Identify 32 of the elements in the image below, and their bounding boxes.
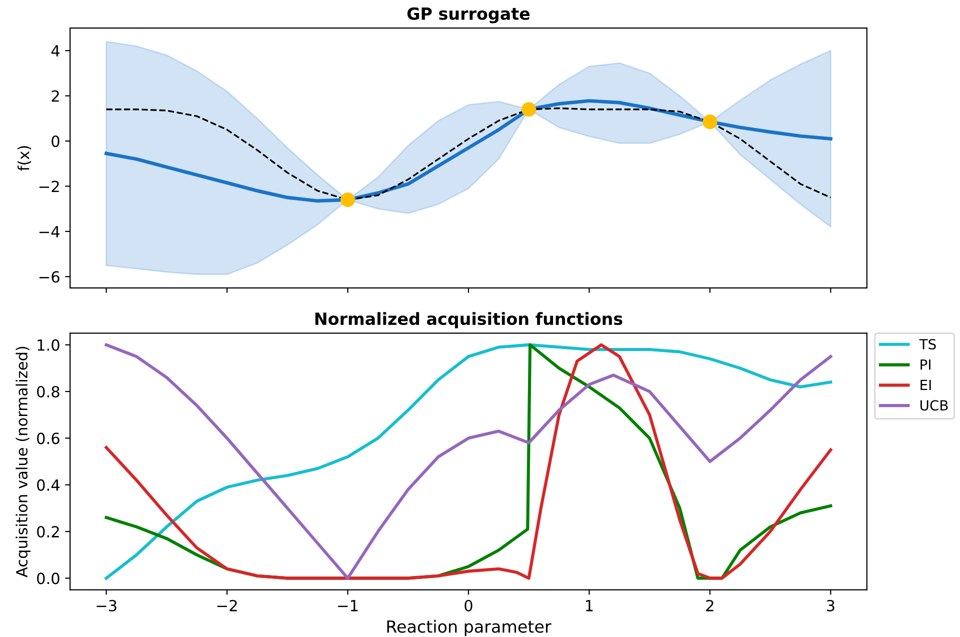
point xyxy=(340,192,356,208)
x-axis-title: Reaction parameter xyxy=(387,620,552,636)
x-tick-label: 1 xyxy=(586,600,593,612)
y-tick-label: −2 xyxy=(39,180,59,192)
x-tick-label: −2 xyxy=(217,600,237,612)
y-tick-label: 1.0 xyxy=(38,339,60,351)
point xyxy=(522,102,536,117)
line-series xyxy=(104,343,832,580)
chart-title: GP surrogate xyxy=(407,7,530,24)
legend-label: EI xyxy=(920,380,931,390)
legend-label: PI xyxy=(920,360,930,370)
point xyxy=(702,114,718,130)
y-axis-title: f(x) xyxy=(17,146,32,171)
x-tick-label: 2 xyxy=(706,600,714,612)
x-tick-label: −3 xyxy=(96,600,116,612)
x-tick-label: −1 xyxy=(338,600,358,612)
y-tick-label: 0.0 xyxy=(37,572,60,584)
y-tick-label: −4 xyxy=(39,226,60,238)
y-tick-label: 4 xyxy=(51,45,60,56)
y-axis-title: Acquisition value (normalized) xyxy=(16,346,31,578)
y-tick-label: 0.2 xyxy=(37,526,59,538)
legend-label: TS xyxy=(919,338,936,350)
legend-label: UCB xyxy=(920,400,948,411)
x-tick-label: 3 xyxy=(826,600,834,612)
y-tick-label: 0 xyxy=(52,135,60,148)
y-tick-label: −6 xyxy=(39,271,60,283)
y-tick-label: 0.8 xyxy=(37,386,60,398)
x-tick-label: 0 xyxy=(464,600,472,612)
chart-title: Normalized acquisition functions xyxy=(315,312,622,328)
y-tick-label: 0.4 xyxy=(37,479,60,491)
y-tick-label: 2 xyxy=(52,90,59,102)
y-tick-label: 0.6 xyxy=(37,432,60,444)
